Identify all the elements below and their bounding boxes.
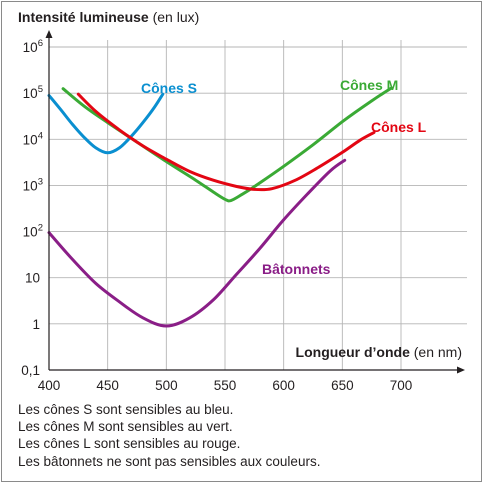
grid-lines <box>49 40 467 370</box>
caption-cones-s: Les cônes S sont sensibles au bleu. <box>18 402 234 417</box>
y-tick-labels: 0,1 1 10 102 103 104 105 106 <box>21 38 43 378</box>
y-tick-label: 0,1 <box>21 363 40 378</box>
label-cones-s: Cônes S <box>141 80 197 96</box>
curve-cones-s <box>47 92 165 155</box>
y-tick-label: 103 <box>23 176 43 193</box>
x-tick-label: 450 <box>96 378 119 393</box>
y-tick-label: 10 <box>25 271 40 286</box>
caption-cones-l: Les cônes L sont sensibles au rouge. <box>18 436 241 452</box>
x-axis-arrow <box>457 366 465 374</box>
y-tick-label: 104 <box>23 130 43 147</box>
x-tick-label: 600 <box>272 378 295 393</box>
x-axis-title: Longueur d’onde (en nm) <box>296 344 462 360</box>
x-tick-label: 400 <box>38 378 61 393</box>
chart: 0,1 1 10 102 103 104 105 106 400 450 500 550 600 650… <box>18 9 467 393</box>
x-tick-label: 700 <box>390 378 413 393</box>
y-tick-label: 102 <box>23 223 43 240</box>
label-cones-m: Cônes M <box>340 77 398 93</box>
y-tick-label: 105 <box>23 84 43 101</box>
caption-cones-m: Les cônes M sont sensibles au vert. <box>18 419 233 435</box>
y-axis-title: Intensité lumineuse (en lux) <box>18 9 199 25</box>
axes <box>45 30 465 374</box>
caption-list: Les cônes S sont sensibles au bleu. Les … <box>18 401 320 470</box>
y-tick-label: 106 <box>23 38 43 55</box>
label-cones-l: Cônes L <box>371 119 427 135</box>
y-tick-label: 1 <box>32 317 40 332</box>
x-tick-label: 650 <box>331 378 354 393</box>
curve-batonnets <box>47 158 347 328</box>
x-tick-label: 500 <box>155 378 178 393</box>
curves <box>47 86 394 328</box>
curve-cones-l <box>76 92 376 192</box>
caption-batonnets: Les bâtonnets ne sont pas sensibles aux … <box>18 453 321 469</box>
label-batonnets: Bâtonnets <box>262 261 331 277</box>
x-tick-label: 550 <box>214 378 237 393</box>
y-axis-arrow <box>45 30 53 38</box>
x-tick-labels: 400 450 500 550 600 650 700 <box>38 378 413 393</box>
